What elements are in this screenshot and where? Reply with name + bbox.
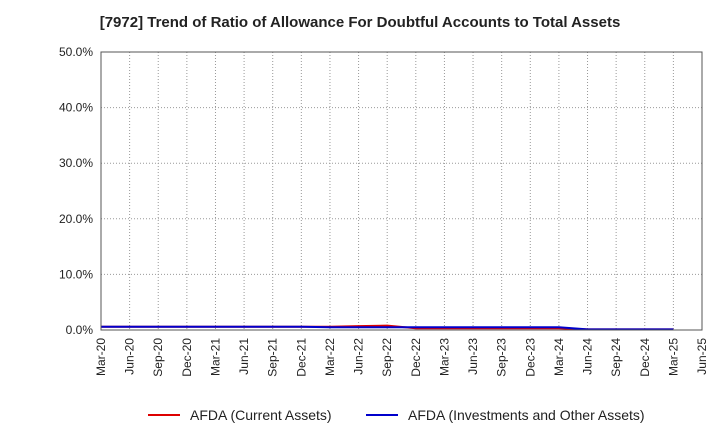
x-tick-label: Mar-21 (208, 338, 222, 376)
x-axis-ticks: Mar-20 Jun-20 Sep-20 Dec-20 Mar-21 Jun-21 Sep-… (94, 338, 709, 377)
x-tick-label: Mar-22 (323, 338, 337, 376)
y-tick-label: 50.0% (59, 45, 93, 59)
y-tick-label: 20.0% (59, 212, 93, 226)
legend: AFDA (Current Assets) AFDA (Investments … (0, 404, 720, 428)
x-tick-label: Jun-24 (581, 338, 595, 375)
x-tick-label: Mar-20 (94, 338, 108, 376)
y-tick-label: 10.0% (59, 267, 93, 281)
x-tick-label: Jun-23 (466, 338, 480, 375)
x-tick-label: Sep-22 (380, 338, 394, 377)
y-axis-ticks: 0.0% 10.0% 20.0% 30.0% 40.0% 50.0% (59, 45, 93, 337)
y-tick-label: 0.0% (66, 323, 94, 337)
x-tick-label: Dec-21 (294, 338, 308, 377)
legend-label: AFDA (Investments and Other Assets) (408, 407, 645, 423)
x-tick-label: Dec-20 (180, 338, 194, 377)
chart-title: [7972] Trend of Ratio of Allowance For D… (99, 14, 621, 31)
series-lines (101, 324, 674, 331)
legend-swatch-red (148, 414, 180, 416)
legend-item-investments: AFDA (Investments and Other Assets) (366, 404, 645, 426)
x-tick-label: Sep-23 (495, 338, 509, 377)
x-tick-label: Jun-25 (695, 338, 709, 375)
x-tick-label: Sep-24 (609, 338, 623, 377)
x-tick-label: Mar-25 (666, 338, 680, 376)
x-tick-label: Jun-20 (123, 338, 137, 375)
x-tick-label: Dec-23 (523, 338, 537, 377)
x-tick-label: Dec-24 (638, 338, 652, 377)
legend-label: AFDA (Current Assets) (190, 407, 332, 423)
legend-swatch-blue (366, 414, 398, 416)
series-line-investments (101, 325, 674, 331)
y-tick-label: 30.0% (59, 156, 93, 170)
x-tick-label: Mar-24 (552, 338, 566, 376)
gridlines (101, 52, 702, 330)
plot-frame (100, 51, 703, 331)
x-tick-label: Sep-20 (151, 338, 165, 377)
x-tick-label: Jun-22 (352, 338, 366, 375)
x-tick-label: Mar-23 (437, 338, 451, 376)
legend-item-current-assets: AFDA (Current Assets) (148, 404, 332, 426)
y-tick-label: 40.0% (59, 101, 93, 115)
x-tick-label: Sep-21 (266, 338, 280, 377)
x-tick-label: Dec-22 (409, 338, 423, 377)
x-tick-label: Jun-21 (237, 338, 251, 375)
